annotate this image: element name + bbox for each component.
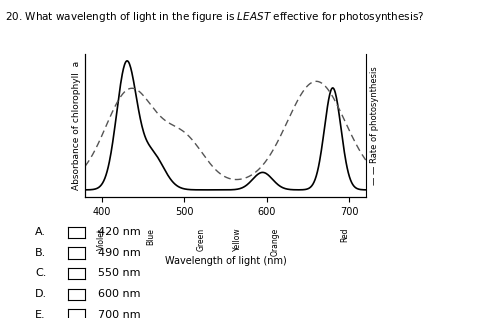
Text: Blue: Blue (147, 228, 156, 245)
X-axis label: Wavelength of light (nm): Wavelength of light (nm) (164, 256, 287, 266)
Text: Violet: Violet (97, 228, 106, 250)
Text: Yellow: Yellow (233, 228, 242, 251)
Y-axis label: — — Rate of photosynthesis: — — Rate of photosynthesis (370, 66, 379, 185)
Text: 600 nm: 600 nm (98, 289, 140, 299)
Text: E.: E. (35, 310, 46, 318)
Text: B.: B. (35, 248, 46, 258)
Y-axis label: Absorbance of chlorophyll  a: Absorbance of chlorophyll a (72, 61, 81, 190)
Text: D.: D. (35, 289, 47, 299)
Text: 20. What wavelength of light in the figure is $LEAST$ effective for photosynthes: 20. What wavelength of light in the figu… (5, 10, 424, 24)
Text: A.: A. (35, 227, 46, 237)
Text: Orange: Orange (271, 228, 280, 256)
Text: 490 nm: 490 nm (98, 248, 140, 258)
Text: Red: Red (341, 228, 350, 242)
Text: 700 nm: 700 nm (98, 310, 140, 318)
Text: 420 nm: 420 nm (98, 227, 140, 237)
Text: C.: C. (35, 268, 47, 279)
Text: 550 nm: 550 nm (98, 268, 140, 279)
Text: Green: Green (196, 228, 205, 251)
